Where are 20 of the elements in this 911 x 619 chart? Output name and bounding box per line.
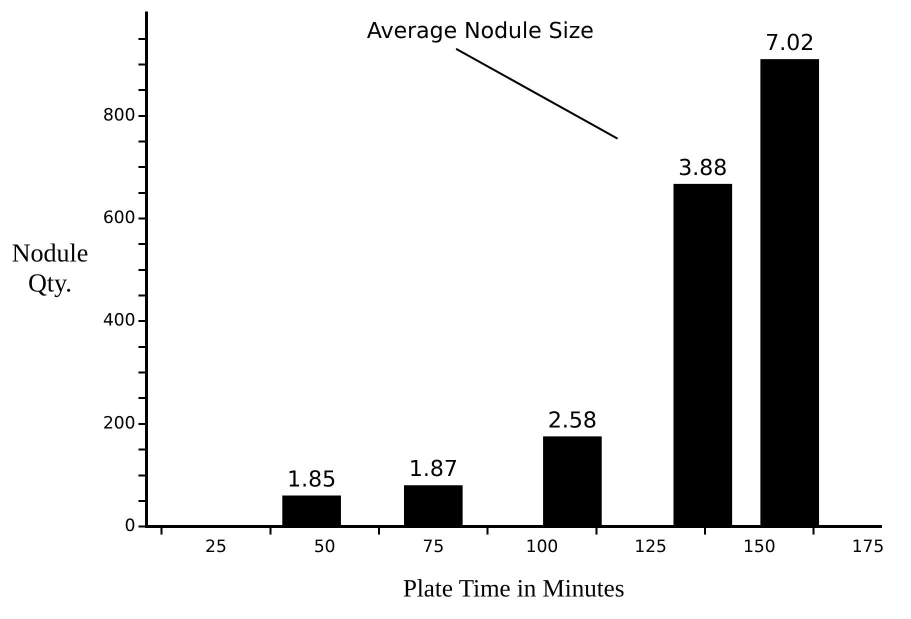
annotation: 2.58 xyxy=(548,408,597,434)
x-tick-label: 125 xyxy=(634,537,667,558)
x-tick-label: 50 xyxy=(314,537,336,558)
y-axis-title: Nodule Qty. xyxy=(12,238,88,298)
annotation: 7.02 xyxy=(765,31,814,56)
y-tick-label: 200 xyxy=(102,413,136,434)
x-tick-label: 75 xyxy=(422,537,444,558)
annotation: Average Nodule Size xyxy=(366,18,594,44)
x-tick-label: 25 xyxy=(205,537,227,558)
annotation: 3.88 xyxy=(678,156,728,181)
annotation: 1.85 xyxy=(287,468,336,493)
y-tick-label: 800 xyxy=(102,105,136,126)
y-tick-label: 600 xyxy=(102,208,136,228)
annotation: 1.87 xyxy=(408,457,458,482)
y-tick-label: 0 xyxy=(124,516,136,536)
y-tick-label: 400 xyxy=(102,310,136,331)
x-tick-label: 150 xyxy=(743,537,776,558)
x-tick-label: 100 xyxy=(526,537,558,558)
x-axis-title: Plate Time in Minutes xyxy=(402,576,625,603)
x-tick-label: 175 xyxy=(852,537,884,558)
